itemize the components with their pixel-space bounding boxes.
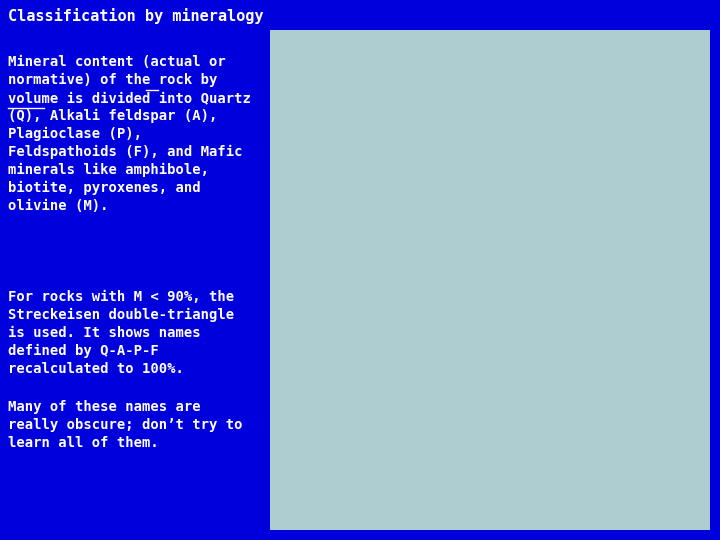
Bar <box>270 30 710 530</box>
Text: Mineral content (actual or
normative) of the rock by
volume is divided into Quar: Mineral content (actual or normative) of… <box>8 55 251 213</box>
Text: Classification by mineralogy: Classification by mineralogy <box>8 8 264 24</box>
Text: Many of these names are
really obscure; don’t try to
learn all of them.: Many of these names are really obscure; … <box>8 400 243 450</box>
Text: For rocks with M < 90%, the
Streckeisen double-triangle
is used. It shows names
: For rocks with M < 90%, the Streckeisen … <box>8 290 234 376</box>
